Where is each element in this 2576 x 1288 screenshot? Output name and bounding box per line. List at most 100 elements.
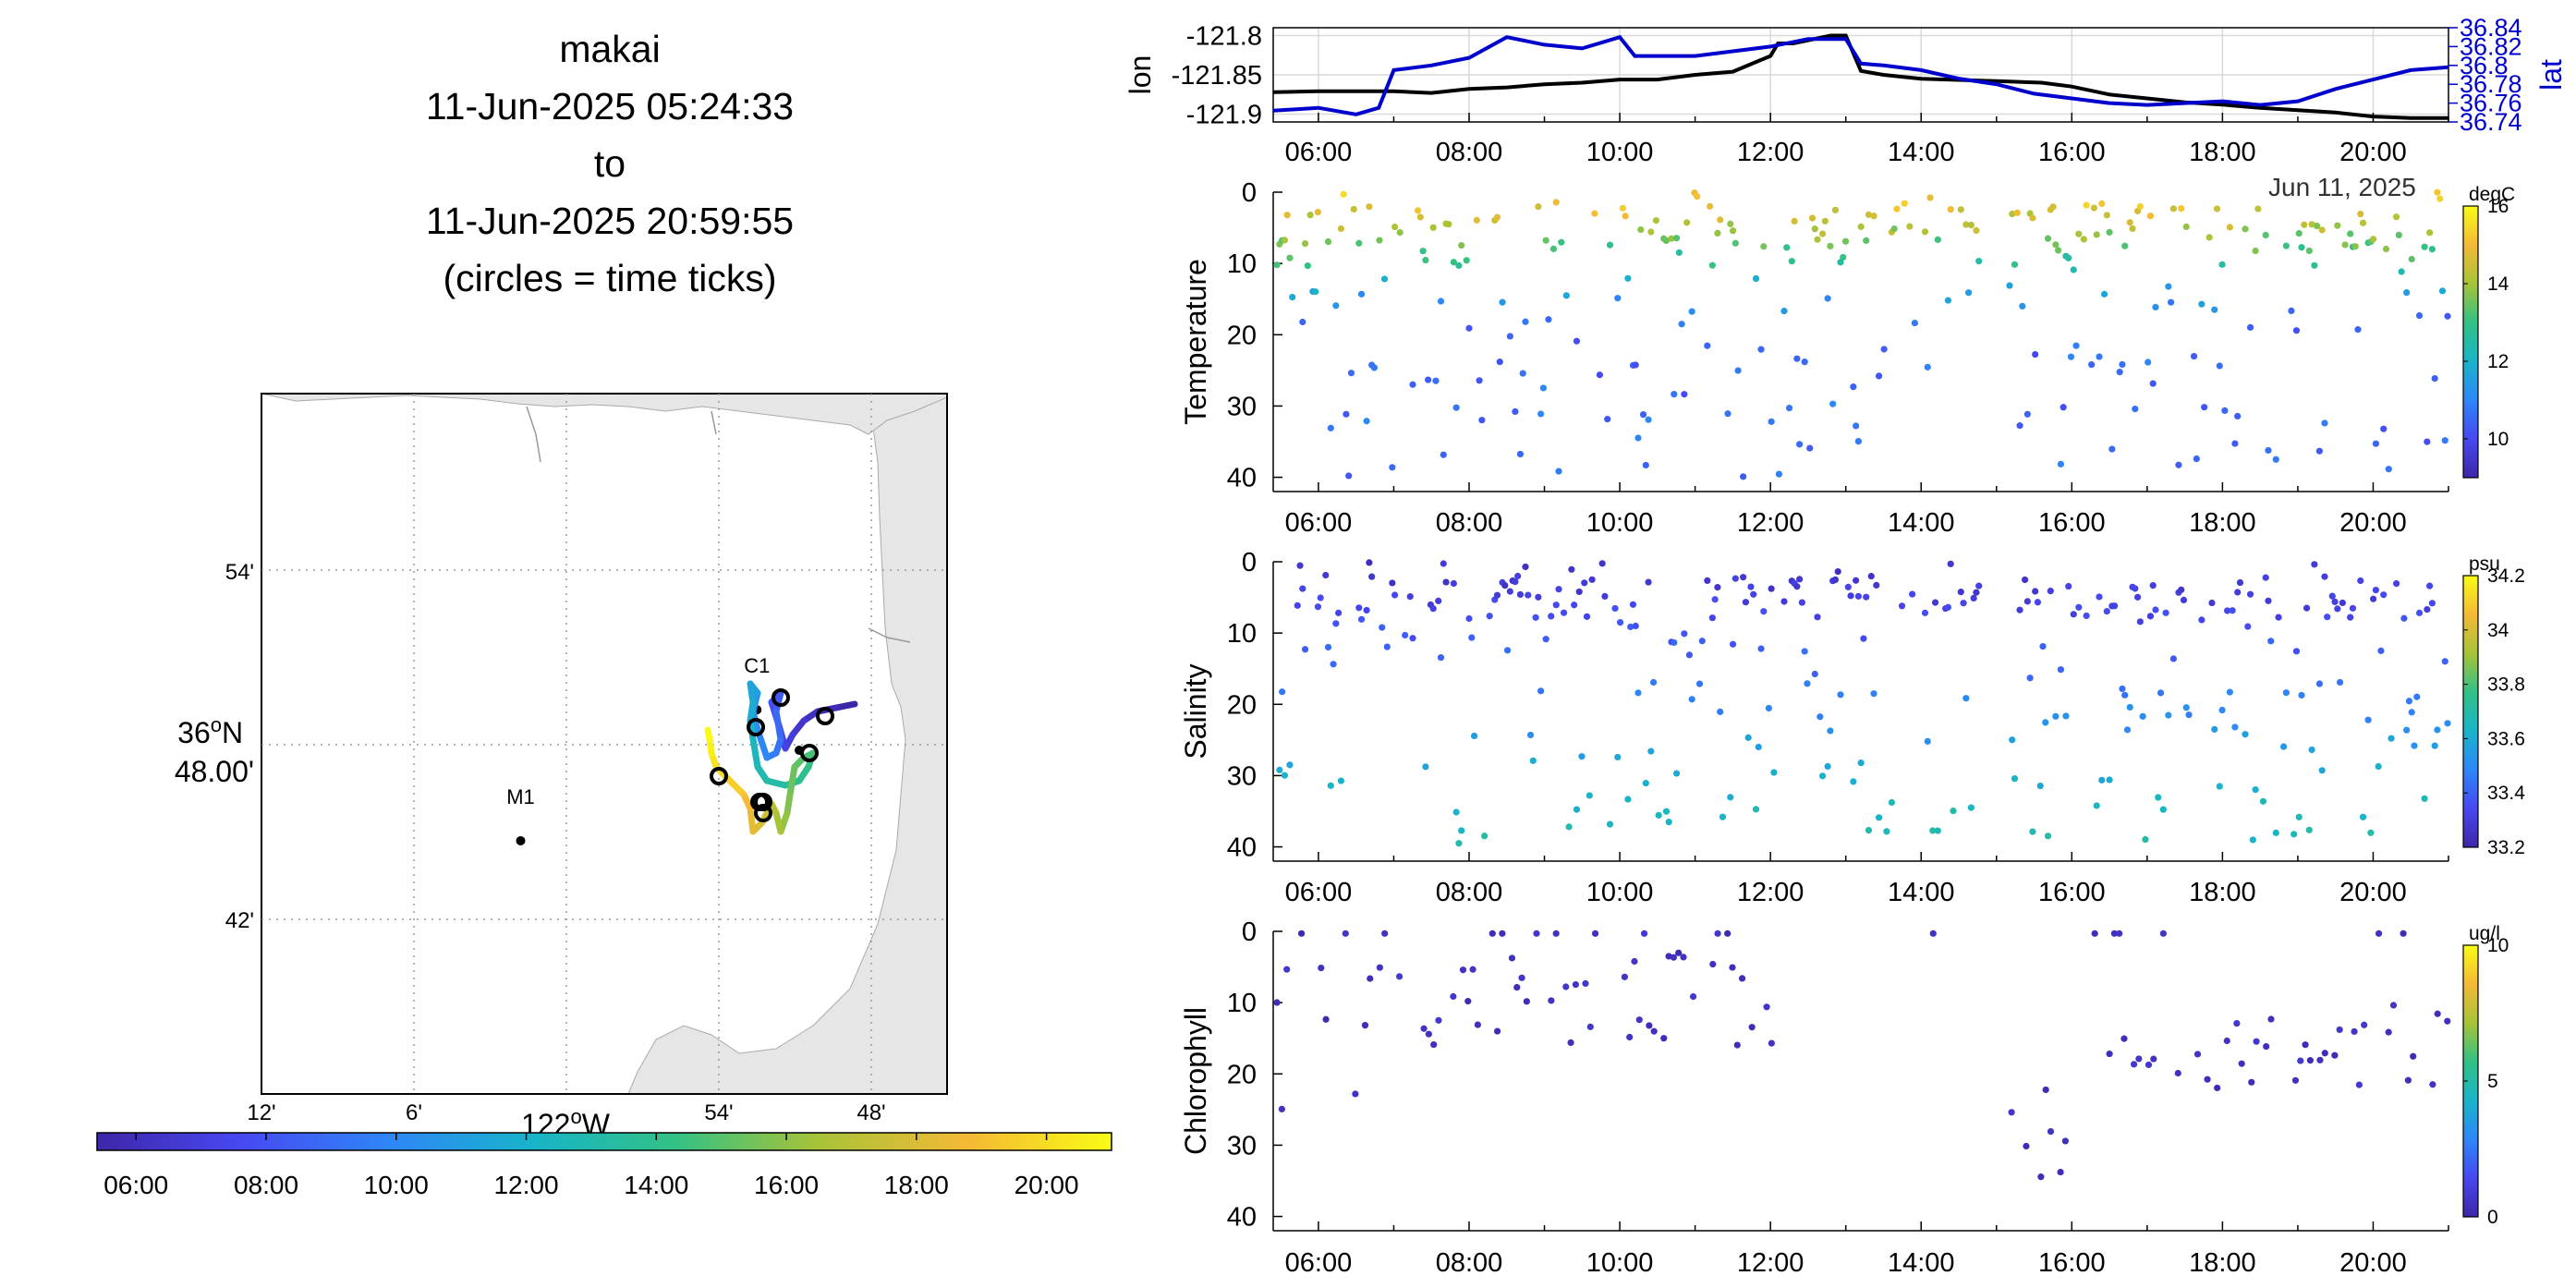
data-point	[1499, 930, 1506, 937]
data-point	[2132, 405, 2139, 413]
x-tick-label: 12:00	[1737, 508, 1804, 538]
x-tick-label: 20:00	[2339, 138, 2407, 167]
data-point	[2361, 1021, 2368, 1028]
data-point	[2265, 446, 2272, 455]
data-point	[1704, 342, 1711, 349]
data-point	[1522, 563, 1529, 571]
data-point	[2392, 579, 2400, 588]
data-point	[1406, 593, 1414, 601]
data-point	[1662, 808, 1671, 815]
station-C1-label: C1	[744, 654, 770, 677]
data-point	[2246, 590, 2254, 598]
data-point	[2216, 362, 2223, 370]
data-point	[2292, 648, 2301, 655]
data-point	[1637, 225, 1645, 234]
data-point	[1844, 583, 1852, 590]
data-point	[1278, 1105, 1285, 1112]
data-point	[2298, 691, 2305, 699]
lat-tick-54: 54'	[225, 560, 254, 585]
x-tick-label: 18:00	[2189, 878, 2256, 907]
data-point	[1811, 225, 1818, 233]
data-point	[1450, 579, 1457, 588]
sal-scatter	[1276, 559, 2451, 847]
data-point	[1806, 444, 1814, 452]
lat-tick-48-line2: 48.00'	[175, 755, 254, 788]
data-point	[2321, 419, 2328, 427]
x-axis: 06:00 08:00 10:00 12:00 14:00 16:00 18:00 20:00	[1285, 482, 2449, 538]
data-point	[1281, 772, 1288, 779]
data-point	[2067, 353, 2075, 360]
data-point	[2349, 604, 2357, 612]
data-point	[2159, 806, 2167, 813]
data-point	[2315, 680, 2324, 687]
data-point	[2408, 255, 2415, 263]
data-point	[2288, 307, 2295, 315]
data-point	[1529, 757, 1537, 764]
data-point	[2065, 254, 2072, 261]
data-point	[1422, 763, 1429, 771]
data-point	[1273, 261, 1281, 269]
x-axis: 06:00 08:00 10:00 12:00 14:00 16:00 18:00 20:00	[1285, 852, 2449, 907]
colorbar-tick-label: 33.2	[2487, 837, 2525, 858]
data-point	[2070, 611, 2077, 618]
data-point	[2090, 204, 2098, 212]
data-point	[2367, 829, 2375, 836]
data-point	[1780, 598, 1788, 605]
data-point	[1785, 404, 1793, 412]
data-point	[2347, 614, 2354, 621]
data-point	[2165, 711, 2172, 719]
data-point	[1575, 588, 1583, 596]
data-point	[2321, 1050, 2328, 1057]
data-point	[2044, 235, 2052, 242]
x-axis: 06:00 08:00 10:00 12:00 14:00 16:00 18:00 20:00	[1285, 113, 2449, 167]
data-point	[1376, 964, 1383, 971]
x-axis: 06:00 08:00 10:00 12:00 14:00 16:00 18:00 20:00	[1285, 1221, 2449, 1278]
data-point	[1962, 221, 1970, 228]
data-point	[1934, 827, 1941, 834]
data-point	[2375, 930, 2383, 937]
data-point	[2093, 231, 2100, 238]
data-point	[1695, 680, 1704, 687]
data-point	[1768, 585, 1775, 592]
data-point	[2267, 638, 2275, 645]
glider-track	[704, 680, 858, 835]
data-point	[1396, 229, 1403, 237]
data-point	[2126, 703, 2133, 711]
data-point	[2444, 1017, 2451, 1025]
colorbar-tick-label: 34	[2487, 620, 2509, 641]
data-point	[1299, 585, 1306, 592]
data-point	[1419, 248, 1427, 255]
data-point	[2380, 425, 2388, 432]
data-point	[2262, 574, 2269, 581]
data-point	[1518, 974, 1525, 981]
data-point	[1642, 461, 1649, 469]
x-tick-label: 10:00	[1586, 138, 1654, 167]
data-point	[1698, 638, 1706, 645]
data-point	[1837, 259, 1844, 266]
data-point	[2355, 1081, 2363, 1088]
data-point	[1578, 753, 1586, 760]
data-point	[1801, 358, 1808, 366]
colorbar-tick-label: 16:00	[754, 1171, 819, 1199]
data-point	[1970, 594, 1977, 601]
data-point	[1548, 613, 1555, 620]
data-point	[1750, 590, 1757, 598]
data-point	[1606, 820, 1614, 828]
data-point	[1757, 346, 1765, 353]
data-point	[2413, 693, 2421, 700]
data-point	[2042, 719, 2049, 726]
data-point	[1514, 572, 1522, 580]
x-tick-label: 16:00	[2038, 1248, 2106, 1278]
colorbar-tick-label: 33.4	[2487, 783, 2525, 804]
data-point	[2009, 736, 2016, 744]
data-point	[2431, 742, 2438, 749]
data-point	[2301, 221, 2308, 228]
data-point	[1420, 1025, 1428, 1032]
data-point	[2331, 1051, 2339, 1059]
data-point	[1301, 239, 1309, 248]
sal-axis-label: Salinity	[1179, 663, 1212, 759]
data-point	[2075, 230, 2083, 237]
data-point	[2150, 1055, 2157, 1063]
data-point	[1558, 238, 1565, 246]
